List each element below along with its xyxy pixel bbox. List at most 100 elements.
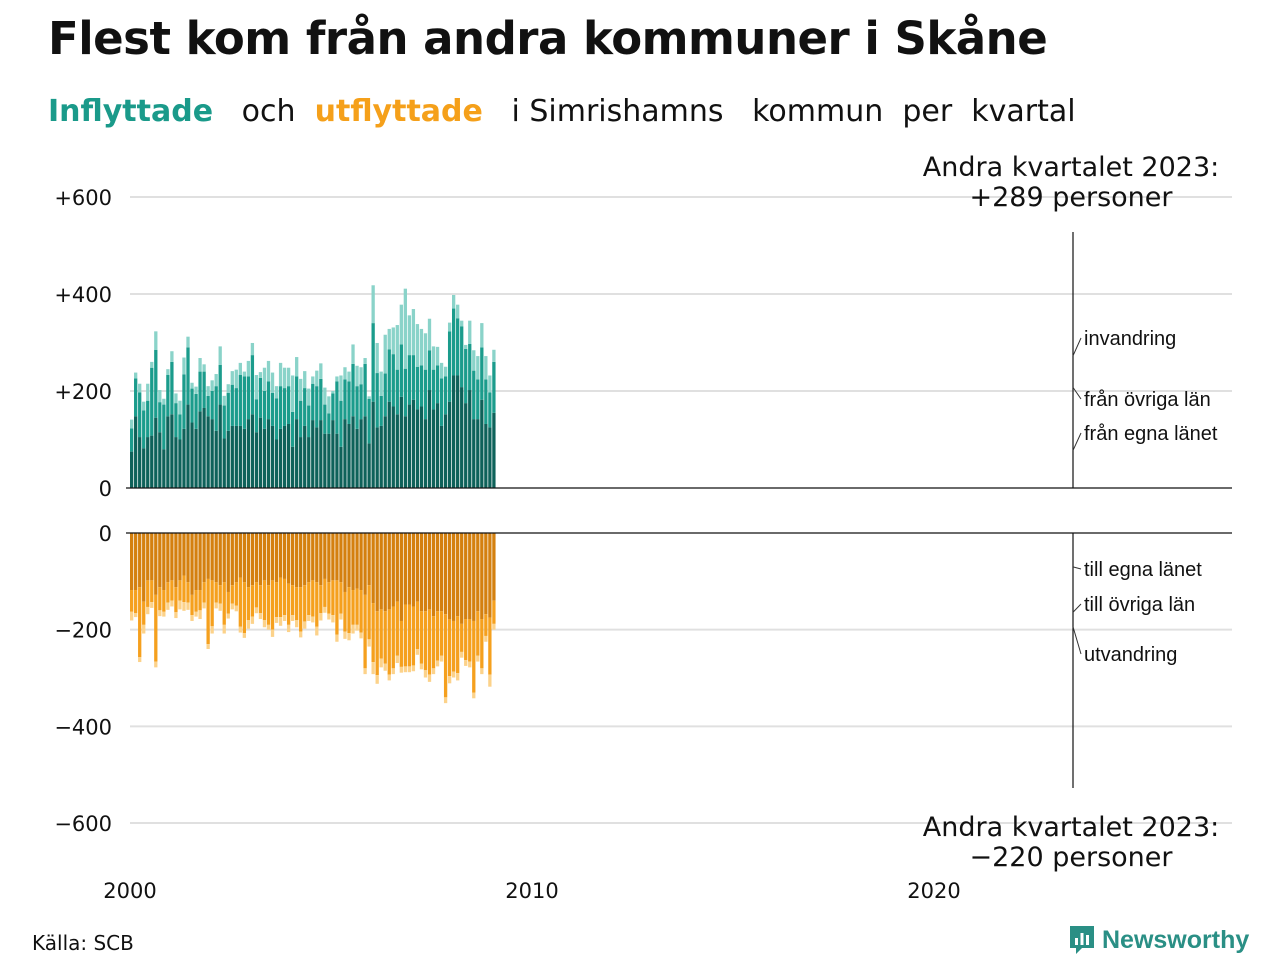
bar-in-1-11 xyxy=(174,403,178,438)
bar-out-2-24 xyxy=(226,613,230,619)
bar-out-2-21 xyxy=(214,602,218,609)
bar-in-2-19 xyxy=(206,386,210,396)
bar-out-2-17 xyxy=(198,610,202,620)
bar-in-0-78 xyxy=(443,414,448,488)
bar-out-0-53 xyxy=(343,533,347,592)
bar-out-1-22 xyxy=(218,585,222,604)
bar-out-0-50 xyxy=(331,533,335,581)
bar-out-1-71 xyxy=(415,601,420,649)
bar-in-0-28 xyxy=(242,428,246,488)
ytick-bottom-3: −600 xyxy=(54,812,112,836)
bar-in-0-11 xyxy=(174,437,178,488)
grid-lines xyxy=(130,196,1232,824)
bar-out-2-61 xyxy=(375,675,379,684)
bar-in-2-45 xyxy=(311,376,315,384)
leader-top-0 xyxy=(1072,337,1082,357)
bar-out-1-80 xyxy=(452,620,456,672)
bar-in-1-55 xyxy=(351,363,355,417)
bar-out-1-21 xyxy=(214,582,218,603)
bar-out-0-73 xyxy=(423,533,428,612)
subtitle-och: och xyxy=(241,94,296,129)
bar-in-0-50 xyxy=(331,420,335,488)
bar-out-1-32 xyxy=(258,585,263,614)
bar-in-1-5 xyxy=(150,367,154,436)
bar-out-1-27 xyxy=(238,577,242,627)
bar-out-1-40 xyxy=(291,585,295,616)
bar-in-0-74 xyxy=(427,390,432,488)
bar-out-0-15 xyxy=(190,533,194,595)
bar-out-1-60 xyxy=(371,603,375,663)
bar-in-2-60 xyxy=(371,285,375,324)
bar-in-2-78 xyxy=(443,366,448,377)
bar-in-1-33 xyxy=(262,391,267,429)
bar-in-2-35 xyxy=(270,372,275,393)
bar-out-1-37 xyxy=(278,577,283,618)
bar-out-2-46 xyxy=(315,626,319,636)
bar-in-2-63 xyxy=(383,334,387,374)
bar-out-0-74 xyxy=(427,533,432,610)
bar-in-1-61 xyxy=(375,373,379,428)
bar-out-1-84 xyxy=(468,619,472,662)
bar-out-2-40 xyxy=(291,615,295,621)
bar-out-1-49 xyxy=(327,582,331,614)
bar-out-0-82 xyxy=(460,533,464,624)
bar-in-1-4 xyxy=(146,400,150,438)
bar-out-1-24 xyxy=(226,591,230,614)
bar-in-1-57 xyxy=(359,384,363,420)
bar-out-2-5 xyxy=(150,602,154,608)
bar-in-1-22 xyxy=(218,364,222,405)
bar-out-1-43 xyxy=(303,585,307,622)
bar-in-0-67 xyxy=(399,396,403,488)
bar-out-0-7 xyxy=(158,533,162,588)
bar-in-2-34 xyxy=(266,360,271,382)
leader-bottom-0 xyxy=(1072,566,1082,570)
bar-in-2-58 xyxy=(363,358,367,364)
bar-in-2-67 xyxy=(399,304,403,345)
bar-in-1-53 xyxy=(343,379,347,420)
bar-out-0-21 xyxy=(214,533,218,583)
bar-out-2-59 xyxy=(367,639,371,647)
bar-in-0-34 xyxy=(266,419,271,488)
bar-in-1-18 xyxy=(202,371,206,408)
bar-in-1-3 xyxy=(142,410,146,449)
bar-out-1-72 xyxy=(419,611,424,664)
bar-in-2-52 xyxy=(339,375,343,401)
bar-out-2-72 xyxy=(419,663,424,670)
bar-out-1-39 xyxy=(286,583,291,625)
bar-out-0-84 xyxy=(468,533,472,620)
bar-out-2-1 xyxy=(134,613,138,618)
bar-in-0-56 xyxy=(355,428,359,488)
bar-in-2-9 xyxy=(166,369,170,375)
bar-out-0-51 xyxy=(335,533,339,581)
bar-out-0-62 xyxy=(379,533,383,610)
bar-out-0-24 xyxy=(226,533,230,592)
bar-in-1-77 xyxy=(439,378,444,426)
top-annotation-line2: +289 personer xyxy=(969,182,1173,213)
bar-out-1-30 xyxy=(250,585,255,617)
bar-in-1-81 xyxy=(456,318,460,376)
bar-out-2-20 xyxy=(210,626,214,634)
bar-in-0-60 xyxy=(371,401,375,488)
bar-in-1-1 xyxy=(134,378,138,417)
bar-out-1-19 xyxy=(206,578,210,645)
bar-out-0-14 xyxy=(186,533,190,583)
bar-out-2-48 xyxy=(323,606,327,613)
bar-out-1-83 xyxy=(464,619,468,661)
bar-out-2-49 xyxy=(327,613,331,620)
bar-out-0-46 xyxy=(315,533,319,583)
bar-out-0-19 xyxy=(206,533,210,579)
bar-in-2-6 xyxy=(154,331,158,350)
bar-out-0-88 xyxy=(484,533,488,615)
bar-in-0-86 xyxy=(476,419,480,488)
bar-in-2-75 xyxy=(431,346,436,370)
bar-in-0-9 xyxy=(166,416,170,488)
bar-in-1-83 xyxy=(464,348,468,404)
bar-out-1-7 xyxy=(158,587,162,611)
bar-in-2-40 xyxy=(291,375,295,412)
bar-in-1-0 xyxy=(130,428,134,452)
bar-out-1-88 xyxy=(484,614,488,636)
bar-out-1-6 xyxy=(154,594,158,662)
bar-in-1-42 xyxy=(299,400,303,438)
bar-in-0-31 xyxy=(254,432,259,488)
bar-out-1-46 xyxy=(315,582,319,627)
